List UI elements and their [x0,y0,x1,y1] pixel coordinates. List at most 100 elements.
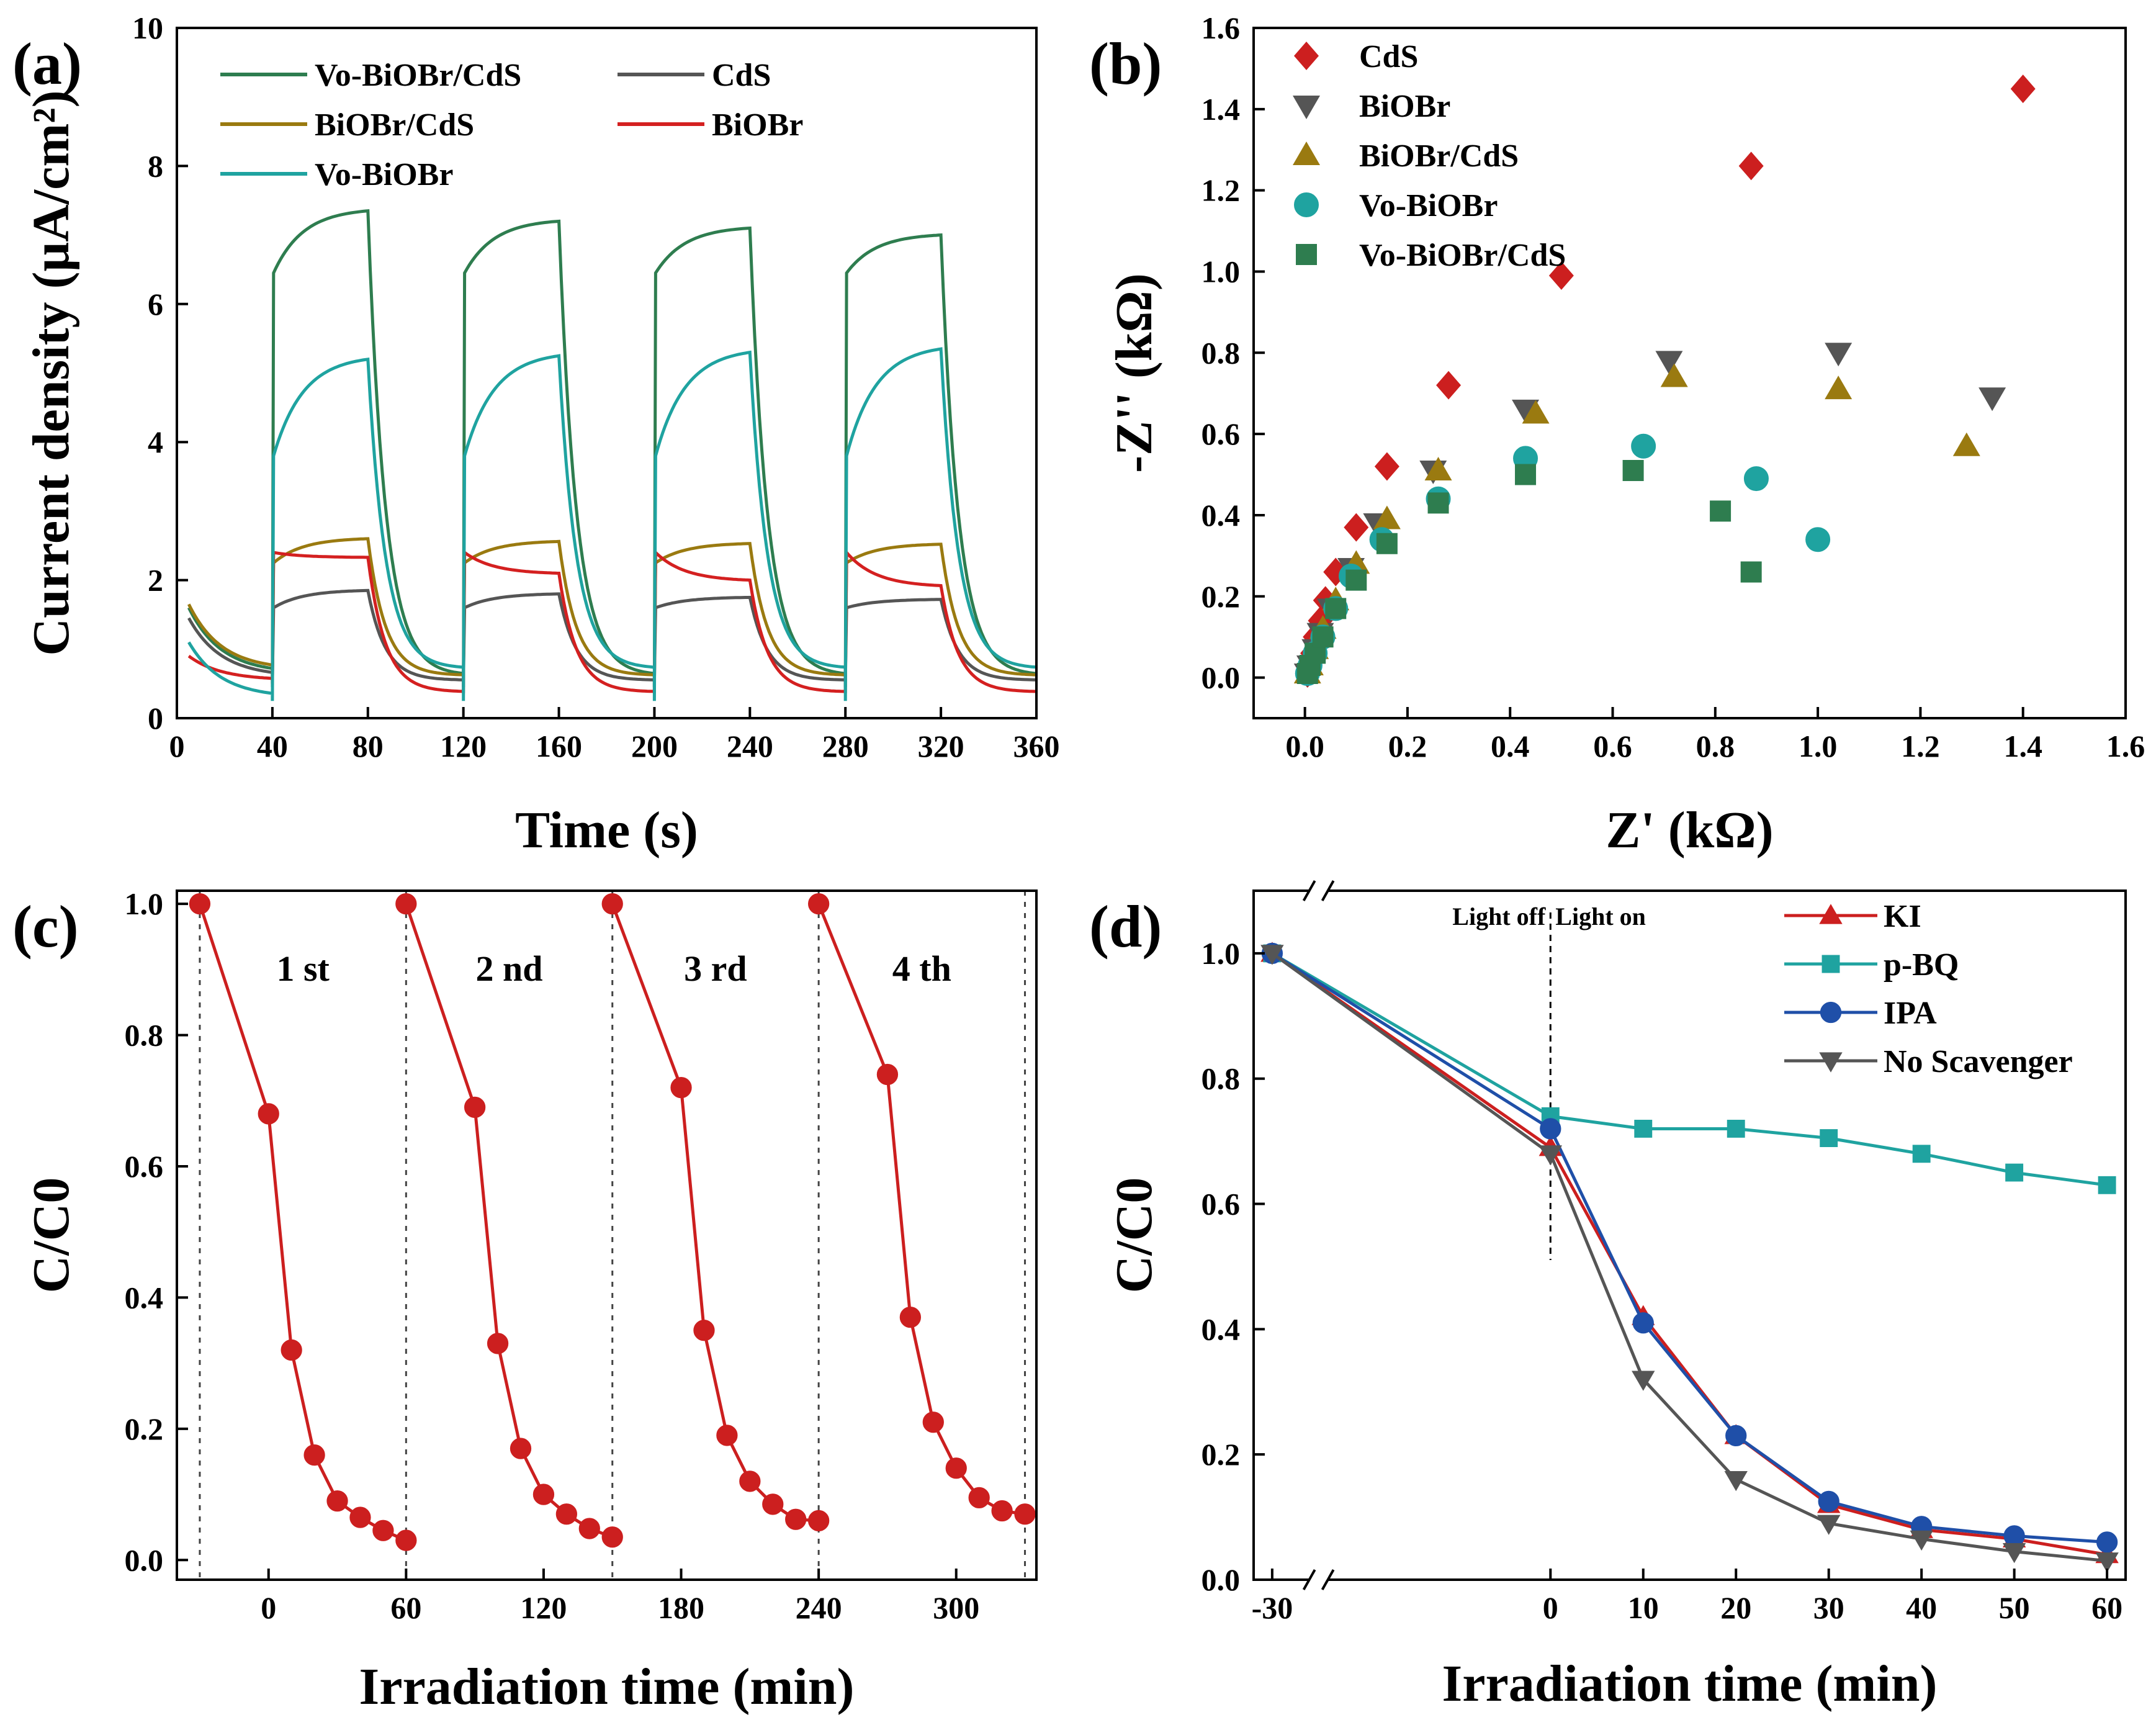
data-point-p-BQ [1912,1145,1931,1163]
data-point-Vo-BiOBr [1805,527,1831,552]
legend-label: No Scavenger [1884,1044,2073,1079]
data-point-cycle [739,1470,761,1492]
legend-label: p-BQ [1884,947,1959,983]
x-tick-label: 1.4 [2003,729,2042,763]
data-point-cycle [785,1508,807,1530]
y-tick-label: 1.0 [1202,254,1241,289]
legend-label: BiOBr [1359,89,1450,124]
x-axis-label: Time (s) [515,801,698,859]
x-tick-label: 0 [169,729,185,763]
x-tick-label: 240 [796,1590,842,1625]
data-point-cycle [807,893,830,915]
y-axis-label: C/C0 [1105,1177,1163,1294]
x-tick-label: 20 [1720,1590,1751,1625]
legend-label: BiOBr [712,107,803,143]
data-point-Vo-BiOBr/CdS [1325,598,1347,619]
y-tick-label: 0.0 [1202,660,1241,695]
y-tick-label: 0.2 [1202,1437,1241,1472]
data-point-p-BQ [2005,1163,2024,1182]
y-tick-label: 1.6 [1202,11,1241,45]
data-point-Vo-BiOBr [1743,466,1769,492]
data-point-No Scavenger [2095,1552,2119,1573]
data-point-Vo-BiOBr/CdS [1622,459,1644,481]
x-tick-label: 240 [727,729,773,763]
data-point-Vo-BiOBr [1631,433,1656,459]
data-point-BiOBr/CdS [1952,432,1980,456]
data-point-cycle [716,1425,738,1446]
y-tick-label: 2 [148,563,163,598]
x-tick-label: 1.2 [1901,729,1940,763]
data-point-Vo-BiOBr/CdS [1515,464,1537,485]
data-point-cycle [395,893,417,915]
y-tick-label: 0.8 [125,1018,164,1053]
y-tick-label: 1.4 [1202,92,1241,127]
data-point-cycle [899,1306,922,1328]
x-axis-label: Irradiation time (min) [1442,1655,1938,1713]
axes-frame [176,27,1038,719]
data-point-p-BQ [1727,1120,1745,1138]
axes-frame [1252,889,2127,1581]
series-line-IPA [1271,952,2108,1544]
x-tick-label: 40 [1906,1590,1937,1625]
data-point-CdS [1374,452,1399,481]
x-tick-label: 60 [2091,1590,2122,1625]
data-point-cycle [395,1529,417,1551]
x-tick-label: 180 [658,1590,704,1625]
legend-label: CdS [712,58,771,93]
data-point-BiOBr [1512,399,1540,423]
cycle-line [611,903,819,1523]
x-tick-label: 0.8 [1696,729,1735,763]
x-tick-label: 80 [353,729,384,763]
x-tick-label: 30 [1813,1590,1844,1625]
cycle-label: 3 rd [684,948,747,989]
y-tick-label: 1.0 [125,886,164,921]
data-point-Vo-BiOBr/CdS [1740,561,1762,583]
data-point-No Scavenger [1724,1470,1748,1492]
data-point-Vo-BiOBr/CdS [1345,569,1367,591]
x-tick-label: 0 [261,1590,276,1625]
series-line-BiOBr [187,548,1037,693]
panel-b-nyquist: (b) 0.0 0.2 0.4 0.6 0.8 1.0 1.2 1.4 1.6 0.0 0.2 0.4 0… [1089,11,2145,859]
axes-frame [176,889,1038,1581]
y-axis-label: Current density (μA/cm²) [22,90,80,655]
data-point-cycle [693,1320,715,1341]
data-point-CdS [1548,261,1574,290]
x-axis-label: Z' (kΩ) [1606,801,1773,859]
data-point-IPA [1632,1312,1654,1334]
series-line-No Scavenger [1271,952,2108,1563]
x-tick-label: 0.2 [1388,729,1427,763]
legend-marker-BiOBr [1293,96,1320,119]
data-point-cycle [601,1526,623,1548]
data-point-cycle [670,1076,692,1099]
legend-label: Vo-BiOBr/CdS [315,58,521,93]
cycle-line [198,903,407,1542]
data-point-No Scavenger [1910,1530,1933,1551]
y-tick-label: 0.0 [1202,1562,1241,1597]
x-tick-label: 0.4 [1491,729,1530,763]
data-point-p-BQ [2098,1176,2116,1194]
y-tick-label: 0.2 [1202,579,1241,614]
legend-label: BiOBr/CdS [315,107,474,143]
data-point-cycle [349,1506,371,1528]
legend-marker-CdS [1294,42,1319,70]
legend-label: CdS [1359,39,1418,74]
light-off-label: Light off [1452,903,1546,930]
legend-label: Vo-BiOBr/CdS [1359,238,1566,273]
x-tick-label: 1.0 [1799,729,1838,763]
y-tick-label: 0.2 [125,1412,164,1446]
y-tick-label: 0.4 [1202,498,1241,533]
x-axis-label: Irradiation time (min) [359,1658,855,1716]
data-point-Vo-BiOBr/CdS [1305,642,1326,664]
x-tick-label: 10 [1628,1590,1659,1625]
y-tick-label: 0.6 [1202,1187,1241,1222]
data-point-BiOBr [1655,351,1683,375]
y-tick-label: 1.0 [1202,936,1241,971]
data-point-cycle [922,1412,944,1433]
legend-label: KI [1884,899,1921,934]
y-tick-label: 4 [148,425,163,459]
legend-marker-IPA [1820,1001,1842,1024]
panel-label: (d) [1089,893,1162,960]
x-tick-label: 0 [1543,1590,1558,1625]
data-point-cycle [326,1490,348,1512]
x-tick-label: -30 [1252,1590,1293,1625]
